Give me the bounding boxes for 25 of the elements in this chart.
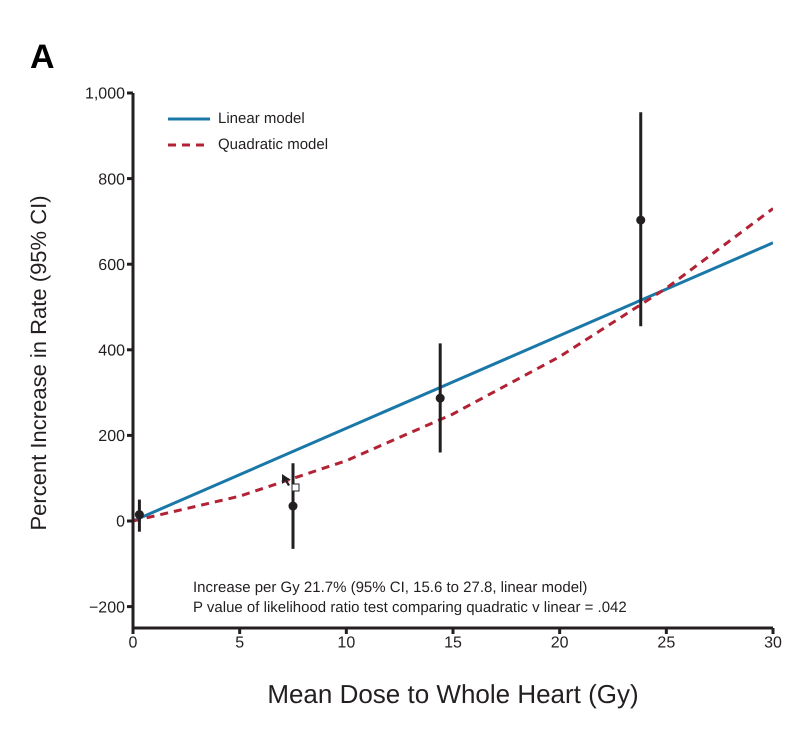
chart-title: A [30, 38, 55, 77]
legend-label: Linear model [218, 109, 305, 129]
point [288, 502, 298, 511]
x-tick-label: 30 [764, 634, 782, 652]
legend-label: Quadratic model [218, 135, 328, 155]
y-tick-label: 400 [98, 342, 126, 360]
x-axis-title: Mean Dose to Whole Heart (Gy) [267, 679, 639, 709]
point [134, 510, 144, 520]
x-tick-label: 5 [235, 634, 244, 652]
y-axis-title: Percent Increase in Rate (95% CI) [26, 195, 51, 530]
y-tick-label: 200 [98, 428, 126, 446]
x-tick-label: 15 [444, 634, 462, 652]
x-tick-label: 25 [657, 634, 676, 652]
annotation: Increase per Gy 21.7% (95% CI, 15.6 to 27.8, linear model) [193, 578, 588, 598]
x-tick-label: 20 [550, 634, 569, 652]
point [436, 394, 445, 403]
y-tick-label: 1,000 [84, 86, 126, 103]
y-tick-label: 800 [98, 171, 126, 188]
point [636, 216, 646, 225]
x-tick-label: 10 [337, 634, 356, 652]
y-tick-label: 0 [116, 514, 126, 531]
y-tick-label: 600 [98, 256, 126, 274]
x-tick-label: 0 [128, 634, 138, 652]
annotation: P value of likelihood ratio test comparing quadratic v linear = .042 [193, 598, 627, 618]
y-tick-label: −200 [88, 599, 126, 616]
